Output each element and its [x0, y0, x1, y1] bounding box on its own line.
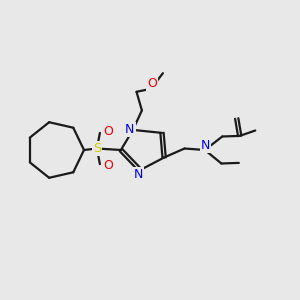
Text: O: O [103, 159, 113, 172]
Text: N: N [134, 168, 143, 181]
Text: N: N [201, 139, 211, 152]
Text: O: O [103, 125, 113, 138]
Text: S: S [93, 142, 101, 155]
Text: O: O [147, 77, 157, 90]
Text: N: N [125, 123, 135, 136]
